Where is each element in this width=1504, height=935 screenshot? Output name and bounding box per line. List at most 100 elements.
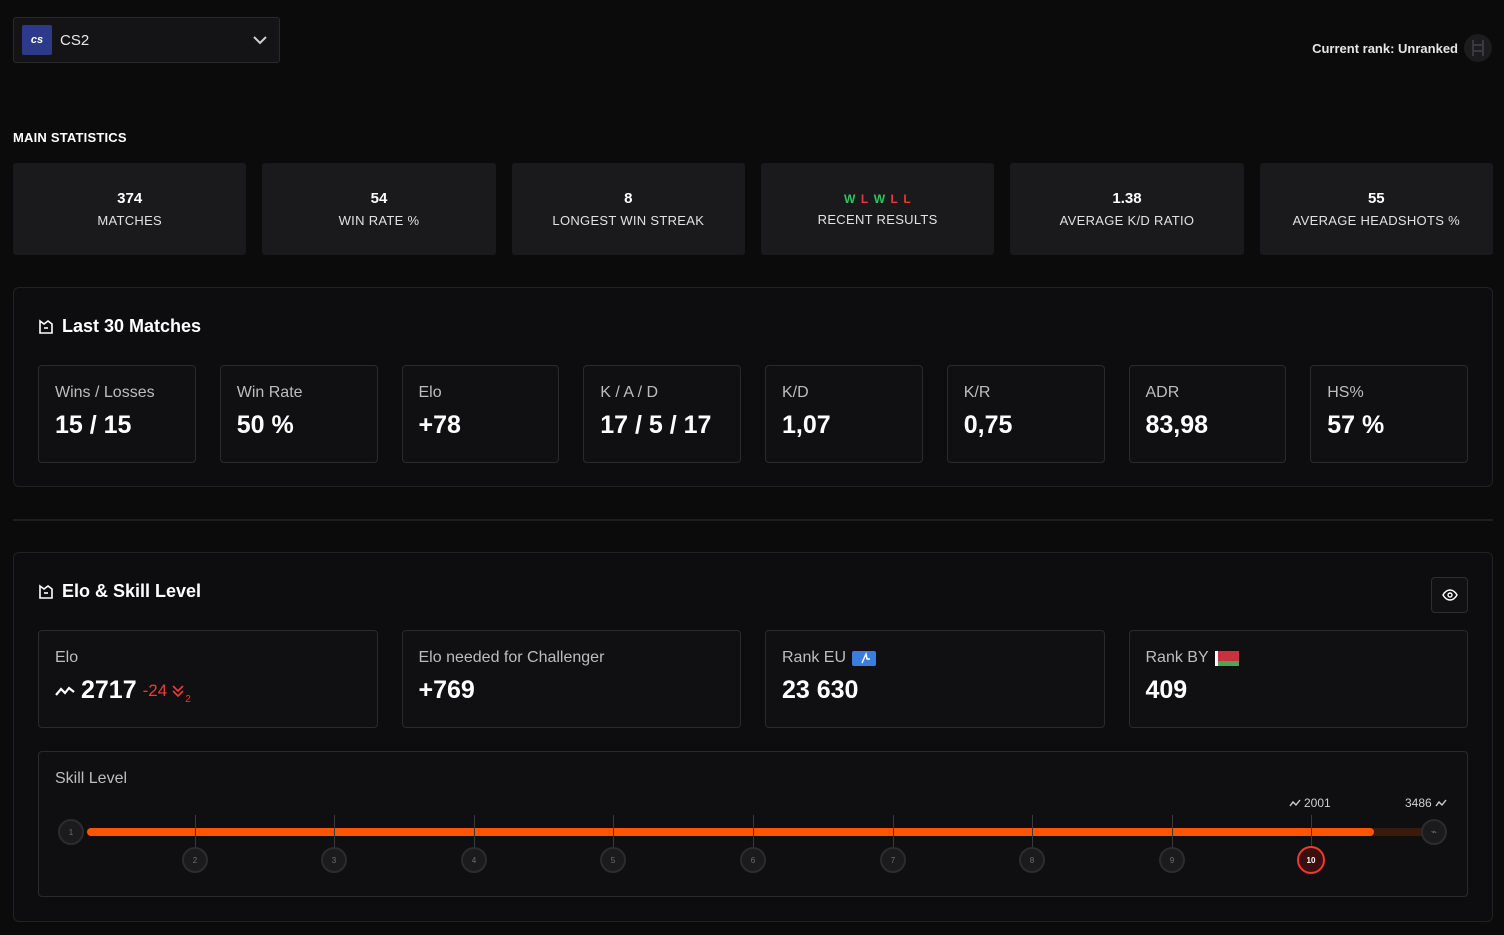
chevron-down-icon bbox=[253, 35, 267, 44]
stat-card-kd-ratio: 1.38 AVERAGE K/D RATIO bbox=[1010, 163, 1244, 255]
stat-value: 8 bbox=[624, 190, 633, 207]
belarus-flag-icon bbox=[1214, 650, 1239, 666]
last-30-stats: Wins / Losses 15 / 15 Win Rate 50 % Elo … bbox=[38, 365, 1468, 463]
skill-level-label: Skill Level bbox=[55, 770, 128, 787]
stat-card-matches: 374 MATCHES bbox=[13, 163, 247, 255]
game-name: CS2 bbox=[60, 31, 90, 49]
rank-by-box: Rank BY 409 bbox=[1128, 630, 1468, 728]
box-label: Elo bbox=[418, 384, 442, 401]
stat-box-hs: HS% 57 % bbox=[1310, 365, 1468, 463]
level-tick bbox=[195, 815, 196, 853]
level-tick bbox=[753, 815, 754, 853]
box-value: 1,07 bbox=[782, 411, 831, 439]
box-label: Wins / Losses bbox=[55, 384, 155, 401]
level-9-icon: 9 bbox=[1159, 847, 1185, 873]
box-label: K/R bbox=[963, 384, 991, 401]
faceit-icon bbox=[39, 583, 53, 599]
level-tick bbox=[1032, 815, 1033, 853]
stat-card-win-rate: 54 WIN RATE % bbox=[262, 163, 496, 255]
stat-box-kad: K / A / D 17 / 5 / 17 bbox=[583, 365, 741, 463]
level-7-icon: 7 bbox=[880, 847, 906, 873]
box-value: 0,75 bbox=[963, 411, 1013, 439]
rank-eu-label: Rank EU bbox=[782, 649, 847, 666]
challenger-level-icon: ⌁ bbox=[1421, 819, 1447, 845]
box-label: Elo needed for Challenger bbox=[418, 649, 605, 666]
rank-by-label: Rank BY bbox=[1145, 649, 1209, 666]
stat-card-longest-win-streak: 8 LONGEST WIN STREAK bbox=[511, 163, 745, 255]
rank-eu-box: Rank EU 23 630 bbox=[765, 630, 1105, 728]
elo-skill-panel: Elo & Skill Level Elo 2717 -24 2 Elo nee… bbox=[13, 552, 1493, 922]
double-chevron-down-icon bbox=[172, 684, 184, 697]
elo-box: Elo 2717 -24 2 bbox=[38, 630, 378, 728]
last-30-matches-panel: Last 30 Matches Wins / Losses 15 / 15 Wi… bbox=[13, 287, 1493, 487]
box-value: 17 / 5 / 17 bbox=[600, 411, 712, 439]
level-8-icon: 8 bbox=[1019, 847, 1045, 873]
trend-icon bbox=[55, 685, 75, 696]
box-label: Rank BY bbox=[1146, 649, 1452, 667]
stat-label: AVERAGE HEADSHOTS % bbox=[1292, 213, 1460, 228]
stat-value: 374 bbox=[117, 190, 143, 207]
level-10-elo-value: 2001 bbox=[1304, 796, 1331, 810]
stat-label: MATCHES bbox=[97, 213, 163, 228]
panel-title: Elo & Skill Level bbox=[38, 581, 201, 602]
box-label: Rank EU bbox=[782, 649, 1088, 667]
level-6-icon: 6 bbox=[740, 847, 766, 873]
box-label: K/D bbox=[782, 384, 809, 401]
elo-delta-sub: 2 bbox=[185, 693, 191, 705]
box-label: Elo bbox=[55, 649, 79, 666]
stat-value: 1.38 bbox=[1112, 190, 1142, 207]
trend-icon bbox=[1289, 799, 1301, 807]
main-statistics-title: MAIN STATISTICS bbox=[13, 130, 127, 145]
box-value: +769 bbox=[418, 676, 475, 704]
box-value: 83,98 bbox=[1145, 411, 1209, 439]
level-tick bbox=[893, 815, 894, 853]
level-tick bbox=[1311, 815, 1312, 853]
recent-results: W L W L L bbox=[844, 192, 911, 206]
box-value: 15 / 15 bbox=[55, 411, 132, 439]
current-rank-text: Current rank: Unranked bbox=[1312, 40, 1458, 56]
skill-progress-fill bbox=[87, 828, 1374, 836]
box-label: Win Rate bbox=[236, 384, 303, 401]
eu-region-icon bbox=[852, 650, 877, 666]
elo-skill-title: Elo & Skill Level bbox=[62, 581, 202, 601]
result-win: W bbox=[873, 191, 886, 206]
stat-box-kr: K/R 0,75 bbox=[946, 365, 1105, 463]
level-5-icon: 5 bbox=[600, 847, 626, 873]
level-2-icon: 2 bbox=[182, 847, 208, 873]
max-elo-value: 3486 bbox=[1405, 796, 1432, 810]
toggle-visibility-button[interactable] bbox=[1431, 577, 1468, 613]
box-value: 2717 -24 2 bbox=[55, 676, 361, 705]
level-10-elo-threshold: 2001 bbox=[1289, 796, 1331, 810]
elo-delta: -24 2 bbox=[142, 680, 191, 705]
box-value: 50 % bbox=[236, 411, 294, 439]
game-select[interactable]: cs CS2 bbox=[13, 17, 280, 63]
stat-box-wins-losses: Wins / Losses 15 / 15 bbox=[38, 365, 196, 463]
stat-label: AVERAGE K/D RATIO bbox=[1059, 213, 1195, 228]
box-value: 409 bbox=[1145, 676, 1188, 704]
box-value: 57 % bbox=[1327, 411, 1385, 439]
result-loss: L bbox=[903, 191, 912, 206]
rank-badge-icon bbox=[1464, 34, 1492, 62]
box-label: HS% bbox=[1327, 384, 1364, 401]
level-3-icon: 3 bbox=[321, 847, 347, 873]
section-divider bbox=[13, 519, 1493, 521]
box-value: +78 bbox=[418, 411, 461, 439]
main-statistics: 374 MATCHES 54 WIN RATE % 8 LONGEST WIN … bbox=[13, 163, 1493, 255]
cs2-logo: cs bbox=[22, 25, 52, 55]
stat-box-kd: K/D 1,07 bbox=[765, 365, 923, 463]
stat-box-win-rate: Win Rate 50 % bbox=[219, 365, 378, 463]
stat-box-adr: ADR 83,98 bbox=[1128, 365, 1287, 463]
skill-level-box: Skill Level 1 2 3 4 5 6 7 8 9 10 ⌁ 2001 … bbox=[38, 751, 1468, 897]
elo-value: 2717 bbox=[81, 676, 137, 704]
max-elo-threshold: 3486 bbox=[1405, 796, 1447, 810]
result-loss: L bbox=[890, 191, 899, 206]
stat-label: WIN RATE % bbox=[338, 213, 420, 228]
faceit-icon bbox=[39, 318, 53, 334]
elo-stats: Elo 2717 -24 2 Elo needed for Challenger… bbox=[38, 630, 1468, 728]
last-30-title: Last 30 Matches bbox=[62, 316, 202, 336]
stat-card-headshots: 55 AVERAGE HEADSHOTS % bbox=[1259, 163, 1493, 255]
level-tick bbox=[474, 815, 475, 853]
eye-icon bbox=[1441, 589, 1458, 601]
level-10-icon: 10 bbox=[1297, 846, 1325, 874]
elo-delta-value: -24 bbox=[142, 680, 168, 700]
